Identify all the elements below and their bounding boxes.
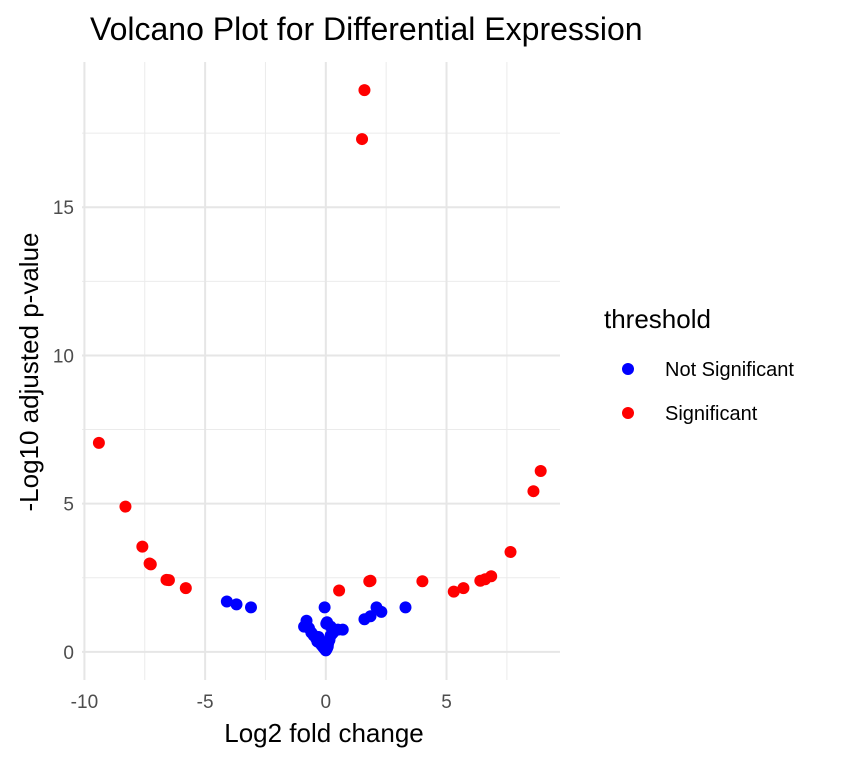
point-not-significant [336, 623, 349, 636]
point-not-significant [320, 617, 333, 630]
point-not-significant [364, 610, 377, 623]
point-significant [119, 500, 132, 513]
legend: threshold Not Significant Significant [604, 304, 794, 425]
point-significant [356, 133, 369, 146]
point-significant [136, 540, 149, 553]
point-not-significant [399, 601, 412, 614]
point-significant [179, 582, 192, 595]
point-significant [162, 574, 175, 587]
legend-key-significant [622, 407, 634, 419]
point-significant [447, 585, 460, 598]
grid-lines [82, 62, 560, 680]
point-not-significant [230, 598, 243, 611]
point-significant [504, 545, 517, 558]
legend-label-significant: Significant [665, 403, 758, 425]
x-tick-label: -10 [71, 692, 98, 713]
point-significant [457, 582, 470, 595]
point-not-significant [244, 601, 257, 614]
point-not-significant [318, 601, 331, 614]
point-significant [364, 574, 377, 587]
data-points [92, 84, 547, 657]
y-tick-label: 15 [53, 198, 74, 219]
legend-key-not-significant [622, 363, 634, 375]
x-tick-label: -5 [197, 692, 214, 713]
y-tick-label: 0 [63, 643, 74, 664]
legend-label-not-significant: Not Significant [665, 359, 794, 381]
x-axis-ticks: -10 -5 0 5 [71, 692, 452, 713]
y-tick-label: 10 [53, 346, 74, 367]
point-significant [416, 575, 429, 588]
chart-title: Volcano Plot for Differential Expression [90, 11, 643, 47]
x-tick-label: 5 [441, 692, 452, 713]
point-significant [333, 584, 346, 597]
point-significant [534, 465, 547, 478]
x-axis-title: Log2 fold change [224, 718, 424, 748]
point-significant [92, 436, 105, 449]
point-not-significant [375, 605, 388, 618]
point-significant [144, 558, 157, 571]
point-significant [527, 485, 540, 498]
point-significant [358, 84, 371, 97]
point-significant [485, 570, 498, 583]
point-not-significant [220, 595, 233, 608]
legend-title: threshold [604, 304, 711, 334]
y-axis-ticks: 0 5 10 15 [53, 198, 74, 664]
y-tick-label: 5 [63, 495, 74, 516]
x-tick-label: 0 [321, 692, 332, 713]
y-axis-title: -Log10 adjusted p-value [14, 233, 44, 512]
